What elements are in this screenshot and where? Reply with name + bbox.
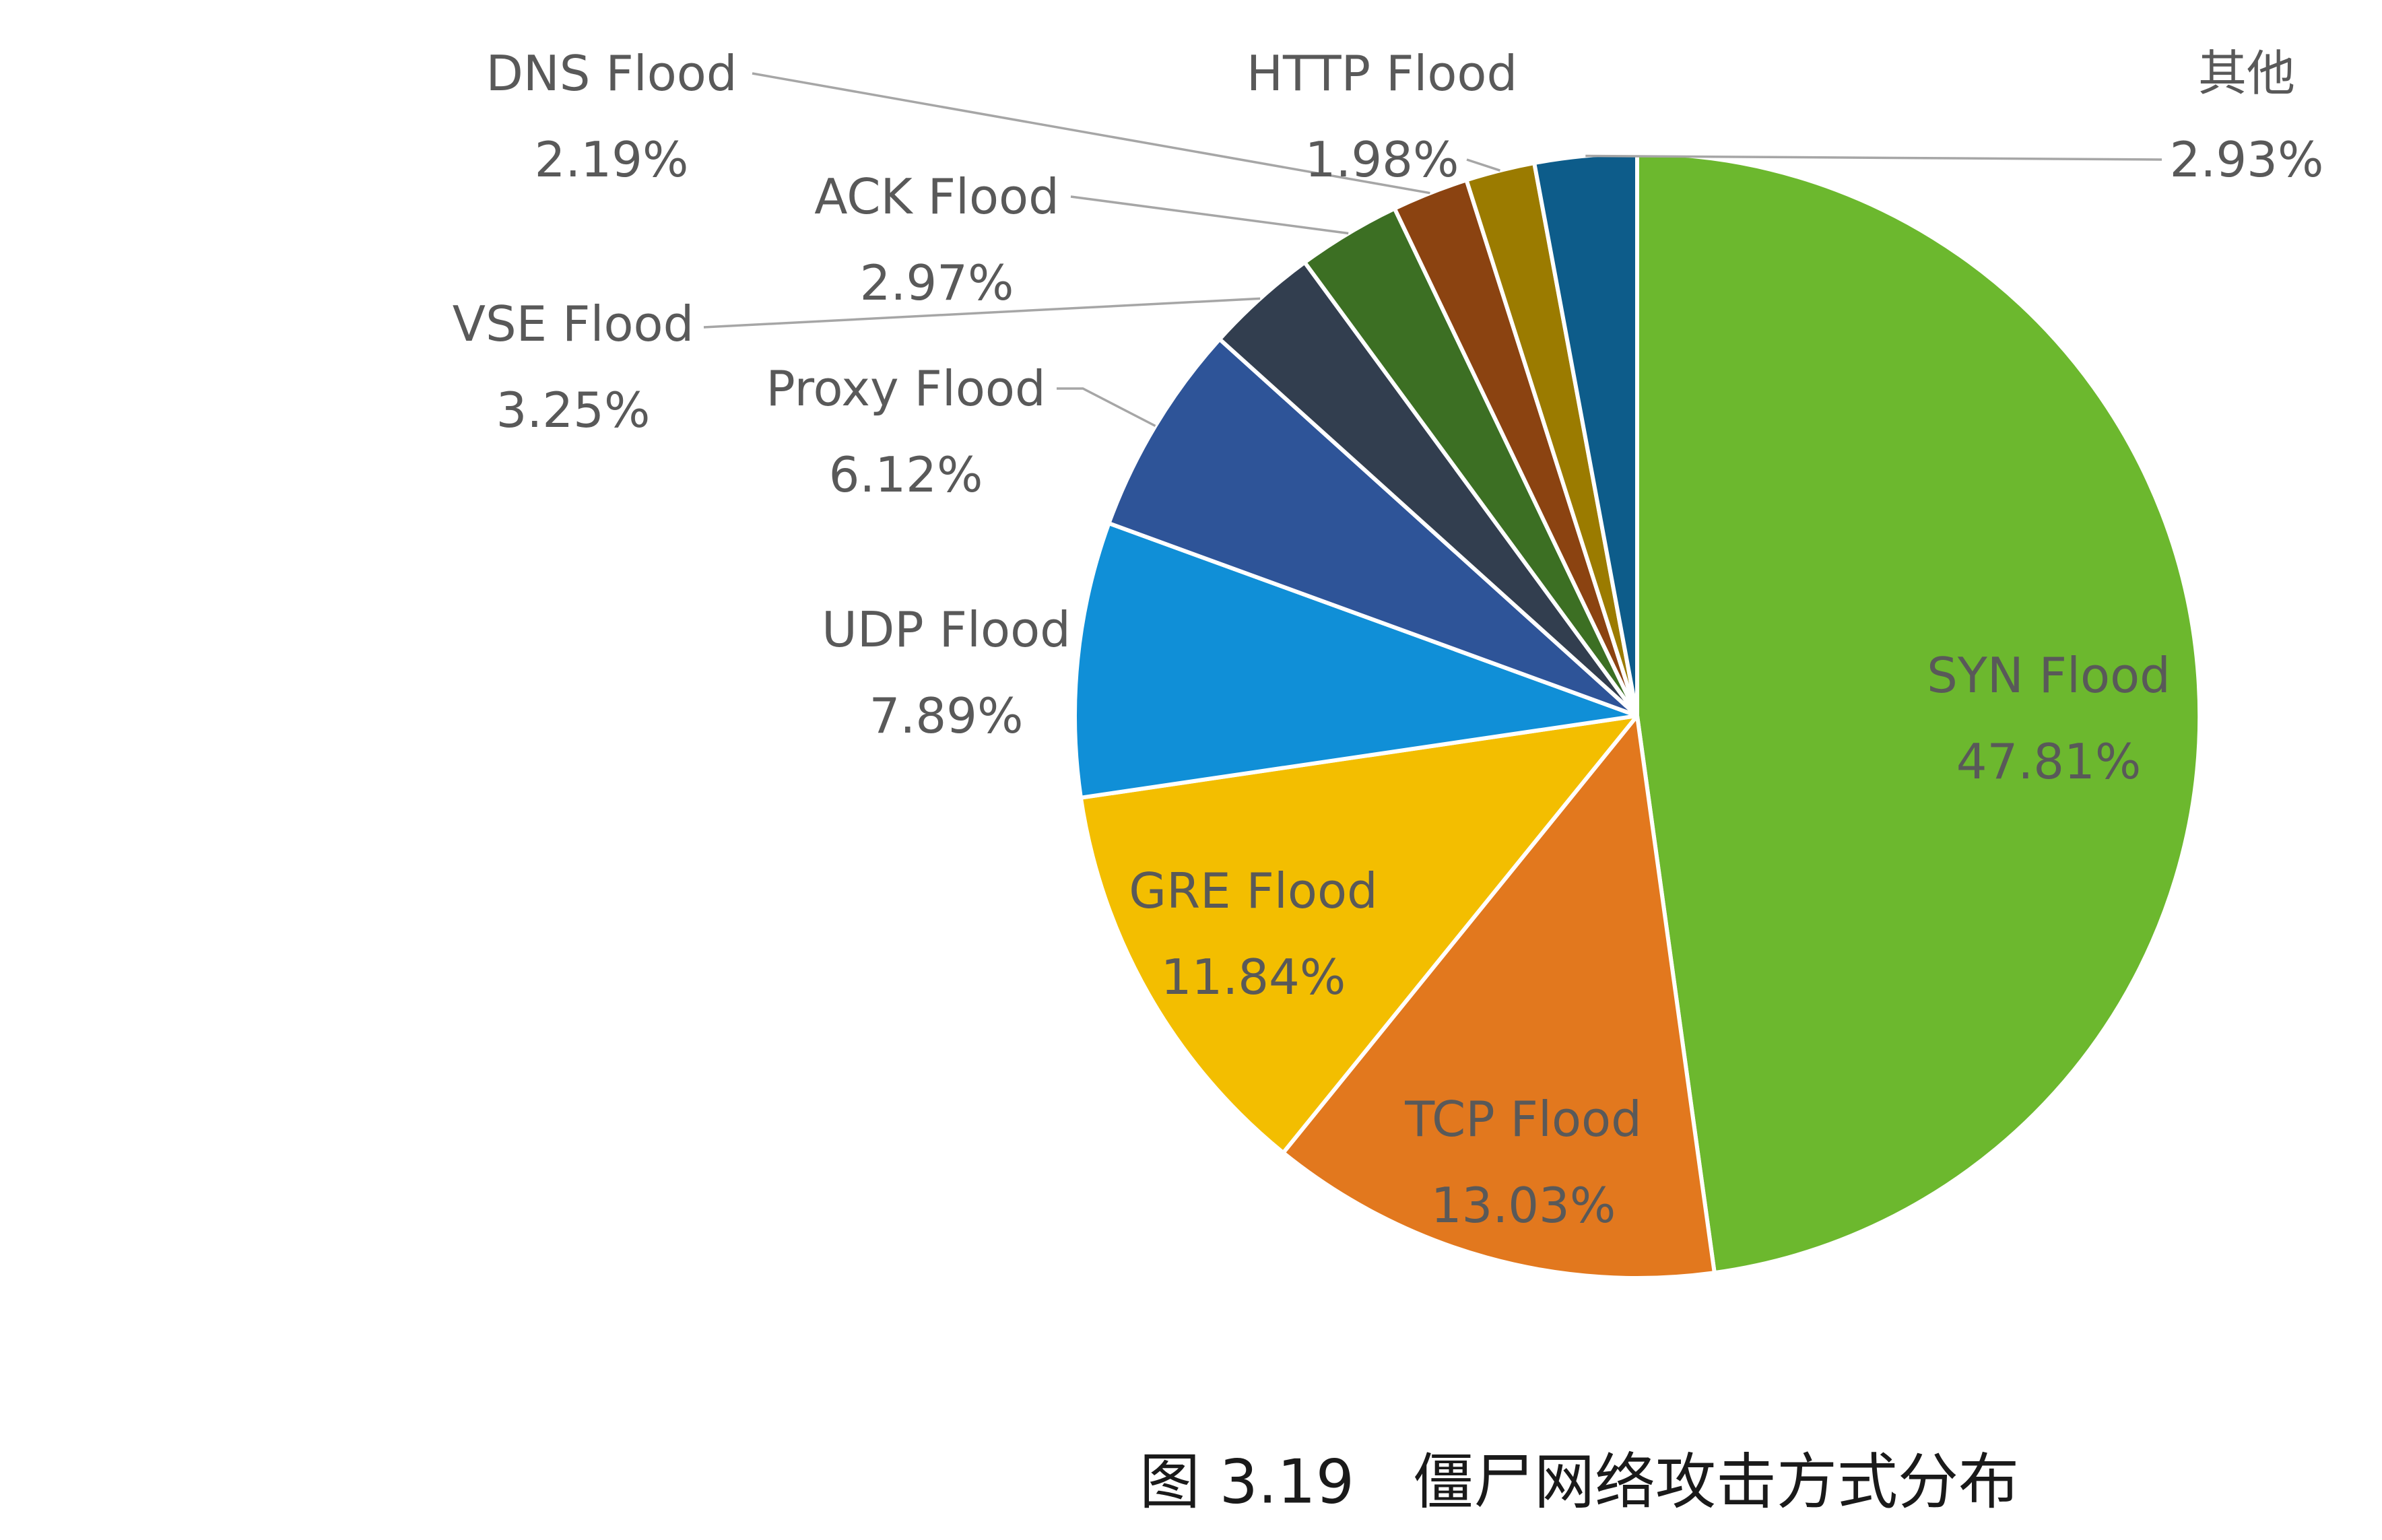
figure-number: 图 3.19 (1139, 1447, 1354, 1518)
pie-slice-syn-flood (1635, 152, 2202, 1275)
slice-label-ack-flood: ACK Flood (814, 168, 1059, 225)
slice-label-udp-flood: UDP Flood (822, 601, 1071, 658)
slice-value-syn-flood: 47.81% (1956, 733, 2142, 790)
slice-label-http-flood: HTTP Flood (1247, 45, 1517, 102)
slice-label-dns-flood: DNS Flood (486, 45, 737, 102)
leader-line-http-flood (1466, 158, 1500, 172)
leader-line-proxy-flood (1057, 387, 1156, 428)
leader-lines (703, 72, 2162, 428)
pie-slice-gre-flood (1078, 714, 1639, 1155)
pie-slice-tcp-flood (1281, 714, 1717, 1281)
slice-value-proxy-flood: 6.12% (829, 446, 983, 503)
slice-label-syn-flood: SYN Flood (1927, 647, 2171, 704)
slice-value-dns-flood: 2.19% (535, 131, 689, 188)
leader-line-vse-flood (703, 297, 1261, 329)
leader-line-dns-flood (752, 72, 1430, 195)
slice-value-vse-flood: 3.25% (496, 382, 651, 438)
slice-labels: SYN Flood 47.81% TCP Flood 13.03% GRE Flood 1… (453, 45, 2324, 1234)
pie-slices (1073, 152, 2202, 1281)
leader-line-ack-flood (1070, 195, 1349, 235)
slice-value-gre-flood: 11.84% (1161, 949, 1346, 1005)
slice-label-vse-flood: VSE Flood (453, 296, 694, 352)
slice-value-udp-flood: 7.89% (869, 688, 1024, 744)
slice-value-tcp-flood: 13.03% (1431, 1177, 1616, 1234)
slice-label-other: 其他 (2198, 45, 2295, 102)
pie-slice-udp-flood (1073, 521, 1639, 800)
pie-slice-other (1532, 152, 1639, 718)
slice-value-ack-flood: 2.97% (860, 255, 1014, 311)
slice-label-proxy-flood: Proxy Flood (766, 360, 1045, 417)
leader-line-other (1585, 154, 2162, 161)
slice-label-tcp-flood: TCP Flood (1404, 1091, 1642, 1147)
slice-value-http-flood: 1.98% (1305, 131, 1459, 188)
pie-slice-proxy-flood (1106, 337, 1639, 718)
figure-title: 僵尸网络攻击方式分布 (1413, 1447, 2019, 1518)
slice-value-other: 2.93% (2170, 131, 2324, 188)
slice-label-gre-flood: GRE Flood (1129, 863, 1377, 919)
